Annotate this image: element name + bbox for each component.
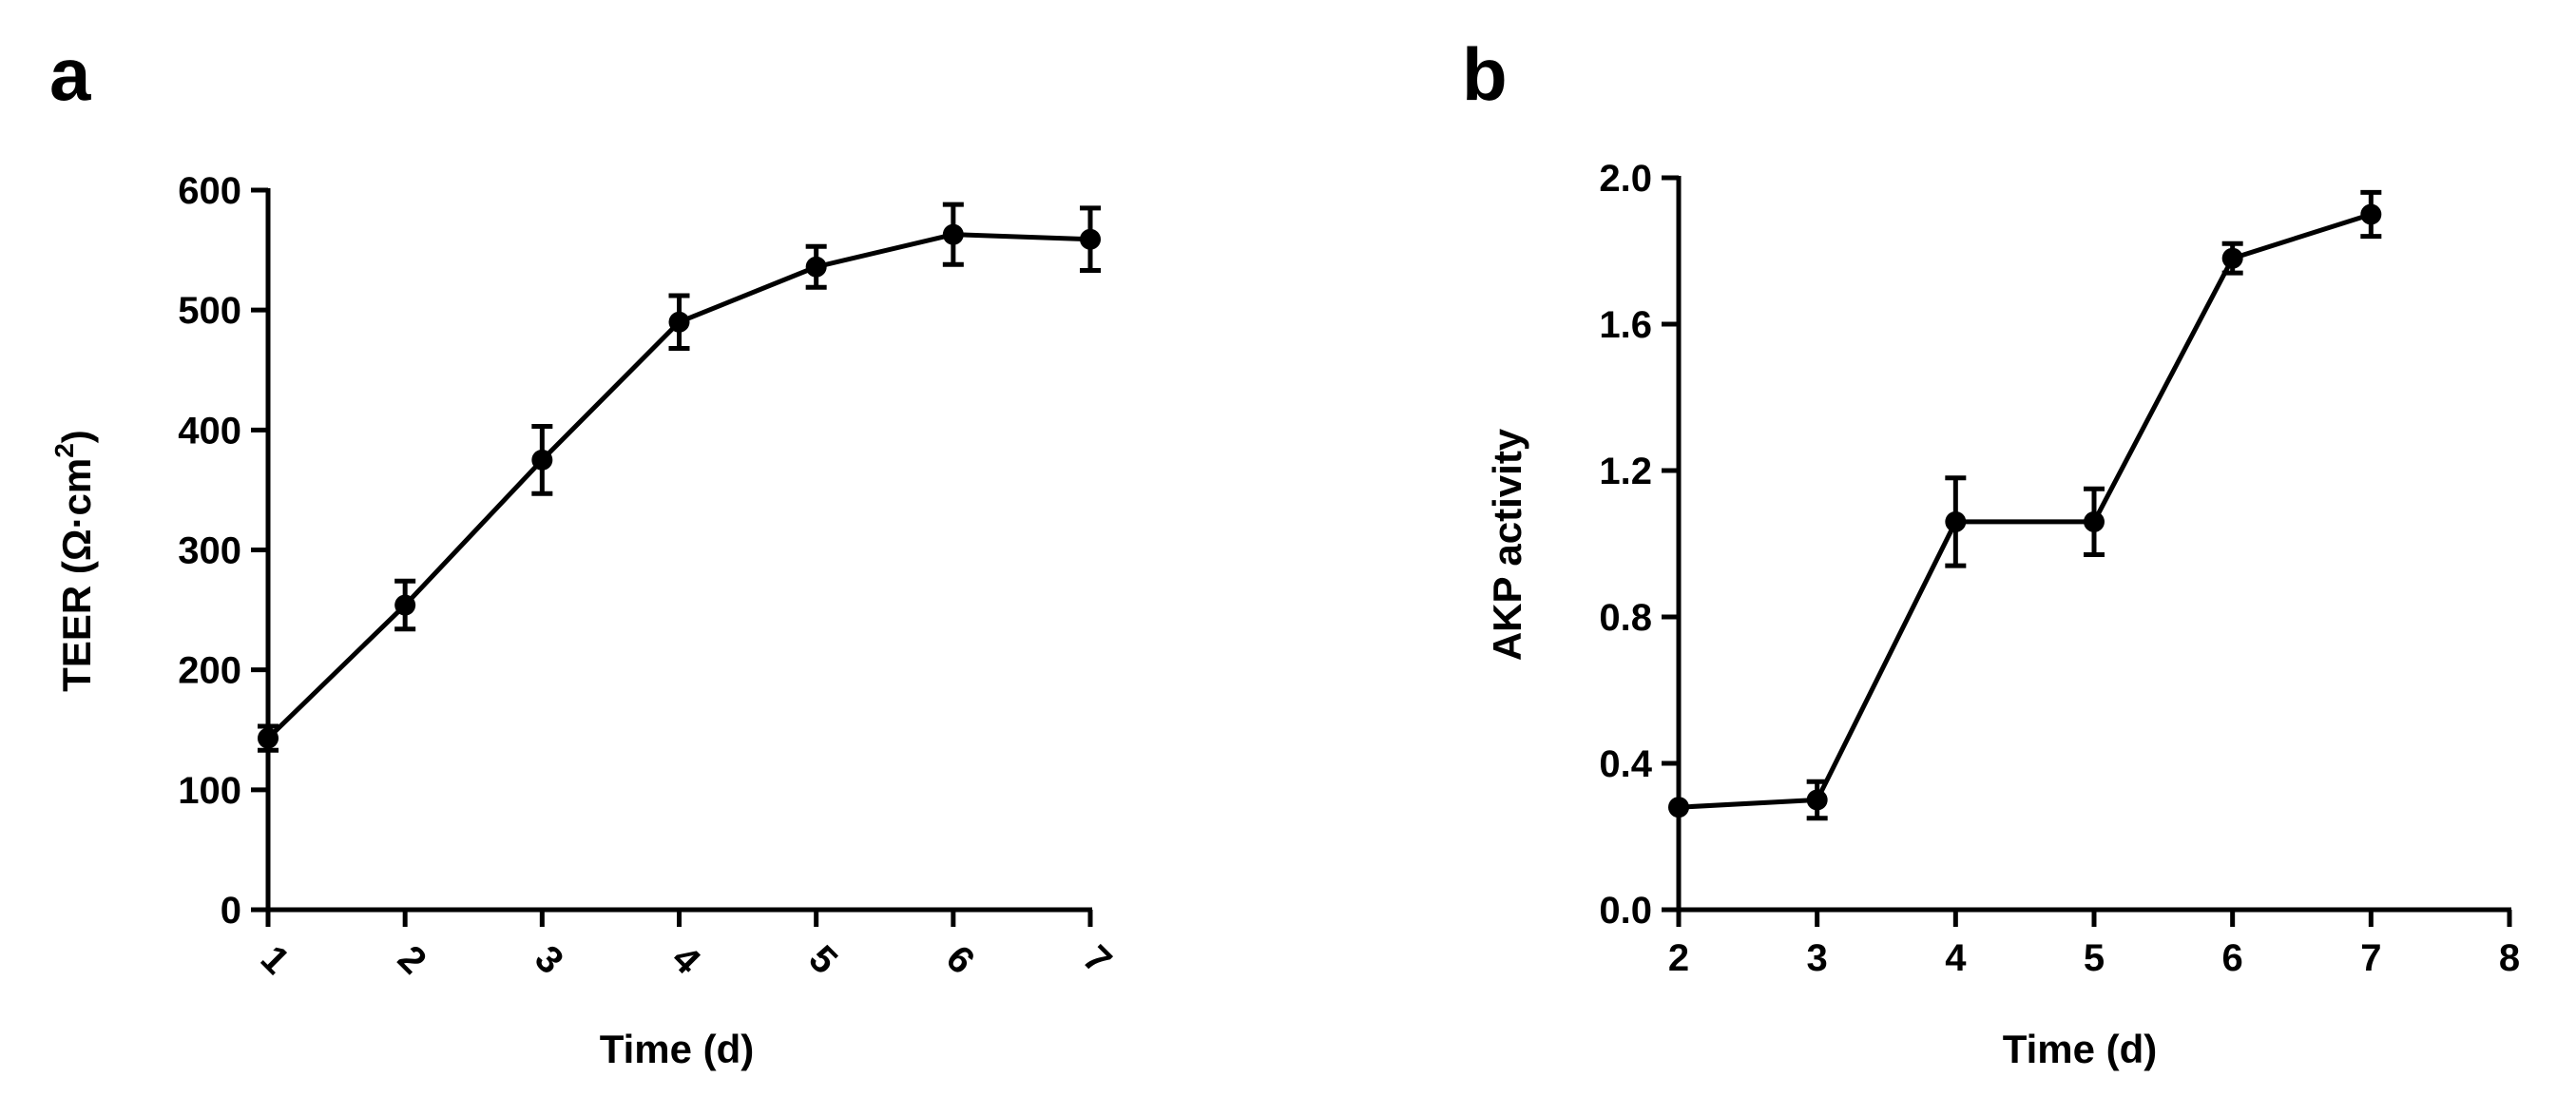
panel-b-data-point (2360, 203, 2382, 225)
panel-a-data-point (805, 256, 827, 278)
panel-b-data-point (2221, 247, 2243, 269)
panel-a-data-point (394, 594, 416, 616)
panel-b-axes: 0.0 0.4 0.8 1.2 1.6 2.0 2 3 4 5 6 7 8 (1599, 158, 2520, 979)
panel-b-ytick-label: 0.4 (1599, 743, 1652, 785)
panel-b-data-point (1945, 510, 1967, 532)
panel-b-ytick-label: 1.2 (1599, 451, 1652, 492)
panel-a-xtick-label: 4 (663, 937, 708, 982)
panel-b-series-line (1678, 212, 2373, 810)
panel-a-data-point (258, 727, 279, 749)
panel-b-ytick-label: 2.0 (1599, 158, 1652, 200)
panel-a-label: a (49, 32, 91, 116)
panel-a-axes: 0 100 200 300 400 500 600 1 2 3 4 5 6 7 (178, 170, 1119, 983)
panel-a-xtick-label: 6 (938, 937, 983, 982)
panel-a-data-point (531, 449, 553, 471)
panel-a-ylabel-close: ) (54, 430, 99, 443)
panel-a-xtick-label: 7 (1075, 937, 1120, 982)
panel-a-ytick-label: 500 (178, 290, 241, 332)
panel-a: a 0 100 200 300 400 500 600 1 2 3 4 5 6 7 Time (d) TE… (49, 32, 1120, 1071)
panel-a-ytick-label: 600 (178, 170, 241, 212)
panel-b-ylabel: AKP activity (1485, 428, 1529, 661)
panel-b-data-point (1806, 789, 1828, 811)
panel-a-data-point (668, 311, 690, 333)
panel-a-xtick-label: 1 (253, 937, 298, 982)
panel-b: b 0.0 0.4 0.8 1.2 1.6 2.0 2 3 4 5 6 7 8 Time (d) AKP… (1462, 32, 2520, 1071)
panel-b-xtick-label: 7 (2360, 937, 2381, 979)
panel-a-xlabel: Time (d) (600, 1027, 755, 1071)
panel-b-xtick-label: 5 (2084, 937, 2105, 979)
panel-a-data-point (942, 223, 964, 245)
panel-a-xtick-label: 5 (800, 937, 845, 982)
panel-b-xtick-label: 2 (1668, 937, 1689, 979)
panel-b-ytick-label: 0.8 (1599, 597, 1652, 639)
panel-a-ylabel-main: TEER (Ω·cm (54, 458, 99, 692)
panel-a-ylabel-sup: 2 (49, 443, 79, 458)
panel-b-data-point (1668, 797, 1689, 818)
panel-a-ytick-label: 200 (178, 650, 241, 692)
panel-a-ytick-label: 400 (178, 410, 241, 452)
panel-a-ytick-label: 0 (221, 890, 241, 932)
panel-a-ylabel: TEER (Ω·cm2) (49, 430, 99, 692)
panel-a-xtick-label: 3 (527, 937, 571, 982)
panel-b-ytick-label: 0.0 (1599, 890, 1652, 932)
panel-b-label: b (1462, 32, 1508, 116)
panel-b-data-point (2084, 510, 2105, 532)
panel-b-xtick-label: 3 (1807, 937, 1828, 979)
panel-a-ytick-label: 100 (178, 770, 241, 812)
panel-a-data-point (1080, 228, 1101, 250)
panel-b-xlabel: Time (d) (2003, 1027, 2158, 1071)
panel-b-xtick-label: 6 (2222, 937, 2243, 979)
panel-b-xtick-label: 4 (1945, 937, 1967, 979)
panel-b-ytick-label: 1.6 (1599, 304, 1652, 346)
panel-a-xtick-label: 2 (390, 937, 434, 982)
panel-a-ytick-label: 300 (178, 530, 241, 572)
panel-b-xtick-label: 8 (2499, 937, 2520, 979)
